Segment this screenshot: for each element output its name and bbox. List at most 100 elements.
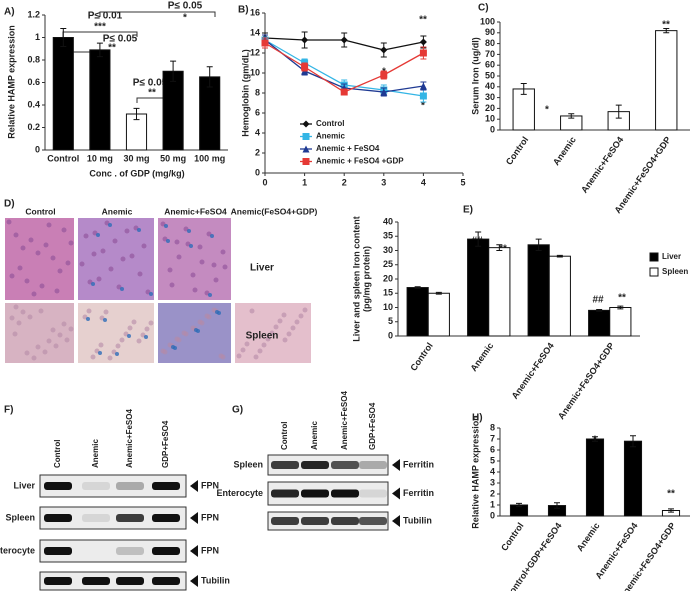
marker [302, 120, 310, 128]
cell [124, 228, 130, 234]
bar [162, 70, 184, 151]
cell [181, 330, 187, 336]
iron-stain [189, 244, 193, 248]
y-tick-label: 14 [250, 27, 260, 37]
y-tick-label: 10 [485, 114, 495, 124]
cell [167, 267, 173, 273]
blot-band [44, 577, 72, 585]
cell [129, 253, 135, 259]
blot-band [271, 489, 299, 498]
annotation: * [421, 101, 425, 112]
y-tick-label: 1 [35, 32, 40, 42]
blot-band [331, 517, 359, 525]
row-label: Spleen [246, 331, 279, 342]
x-tick-label: 2 [342, 177, 347, 187]
cell [160, 348, 166, 354]
marker [380, 71, 388, 79]
marker [301, 36, 309, 44]
marker [261, 39, 269, 47]
lane-label: GDP+FeSO4 [161, 420, 170, 468]
cell [83, 233, 89, 239]
annotation: ** [662, 20, 670, 31]
bar [588, 309, 611, 337]
cell [148, 320, 154, 326]
cell [240, 347, 246, 353]
marker [419, 38, 427, 46]
cell [220, 249, 226, 255]
blot-membrane [39, 571, 187, 591]
annotation: ## [592, 295, 604, 306]
y-tick-label: 0 [255, 167, 260, 177]
iron-stain [96, 233, 100, 237]
x-axis-label: Conc . of GDP (mg/kg) [89, 168, 184, 178]
cell [286, 331, 292, 337]
error-bar [435, 291, 442, 295]
blot-band [301, 517, 329, 525]
iron-stain [91, 282, 95, 286]
blot-band [152, 514, 180, 522]
blot-band [331, 489, 359, 498]
annotation: P≤ 0.01 [88, 11, 123, 22]
bar [609, 307, 632, 337]
x-tick-label: Control [499, 521, 526, 553]
iron-stain [127, 334, 131, 338]
pointer [190, 545, 198, 557]
y-tick-label: 20 [485, 103, 495, 113]
x-tick-label: 5 [460, 177, 465, 187]
pointer [392, 459, 400, 471]
x-tick-label: Anemic+FeSO4 [579, 135, 625, 195]
iron-stain [187, 229, 191, 233]
legend-label: Anemic [316, 132, 345, 141]
panel-label: G) [232, 405, 243, 416]
blot-band [359, 489, 387, 498]
blot-band [152, 547, 180, 555]
y-tick-label: 10 [250, 67, 260, 77]
column-label: Control [25, 206, 55, 216]
error-bar [535, 238, 542, 251]
cell [38, 308, 44, 314]
lane-label: Control [280, 422, 289, 450]
cell [176, 254, 182, 260]
protein-label: Tubilin [201, 575, 230, 585]
cell [298, 313, 304, 319]
panel-label: D) [4, 199, 15, 210]
row-label: Enterocyte [0, 545, 35, 555]
iron-stain [137, 228, 141, 232]
y-axis-label: Liver and spleen Iron content [351, 216, 361, 342]
cell [107, 355, 113, 361]
y-tick-label: 20 [383, 273, 393, 283]
row-label: Liver [13, 480, 35, 490]
protein-label: FPN [201, 512, 219, 522]
cell [218, 353, 224, 359]
y-axis-label: Relative HAMP expression [6, 25, 16, 138]
annotation: *** [94, 22, 106, 33]
cell [244, 341, 250, 347]
x-tick-label: 1 [302, 177, 307, 187]
column-label: Anemic [102, 206, 133, 216]
column-label: Anemic+FeSO4 [164, 206, 227, 216]
cell [127, 325, 133, 331]
y-tick-label: 4 [490, 466, 495, 476]
blot-band [359, 517, 387, 525]
y-tick-label: 6 [490, 444, 495, 454]
y-axis-label: (pg/mg protein) [361, 246, 371, 312]
y-tick-label: 5 [388, 316, 393, 326]
y-tick-label: 1.2 [27, 9, 40, 19]
y-tick-label: 7 [490, 433, 495, 443]
cell [57, 332, 63, 338]
x-tick-label: Control [408, 341, 435, 373]
cell [302, 307, 308, 313]
lane-label: GDP+FeSO4 [368, 402, 377, 450]
bar [199, 76, 221, 151]
error-bar [592, 436, 598, 442]
cell [277, 318, 283, 324]
error-bar [596, 308, 603, 312]
pointer [190, 512, 198, 524]
cell [282, 337, 288, 343]
cell [273, 324, 279, 330]
cell [53, 343, 59, 349]
error-bar [630, 435, 636, 448]
bar [512, 88, 535, 131]
cell [265, 336, 271, 342]
